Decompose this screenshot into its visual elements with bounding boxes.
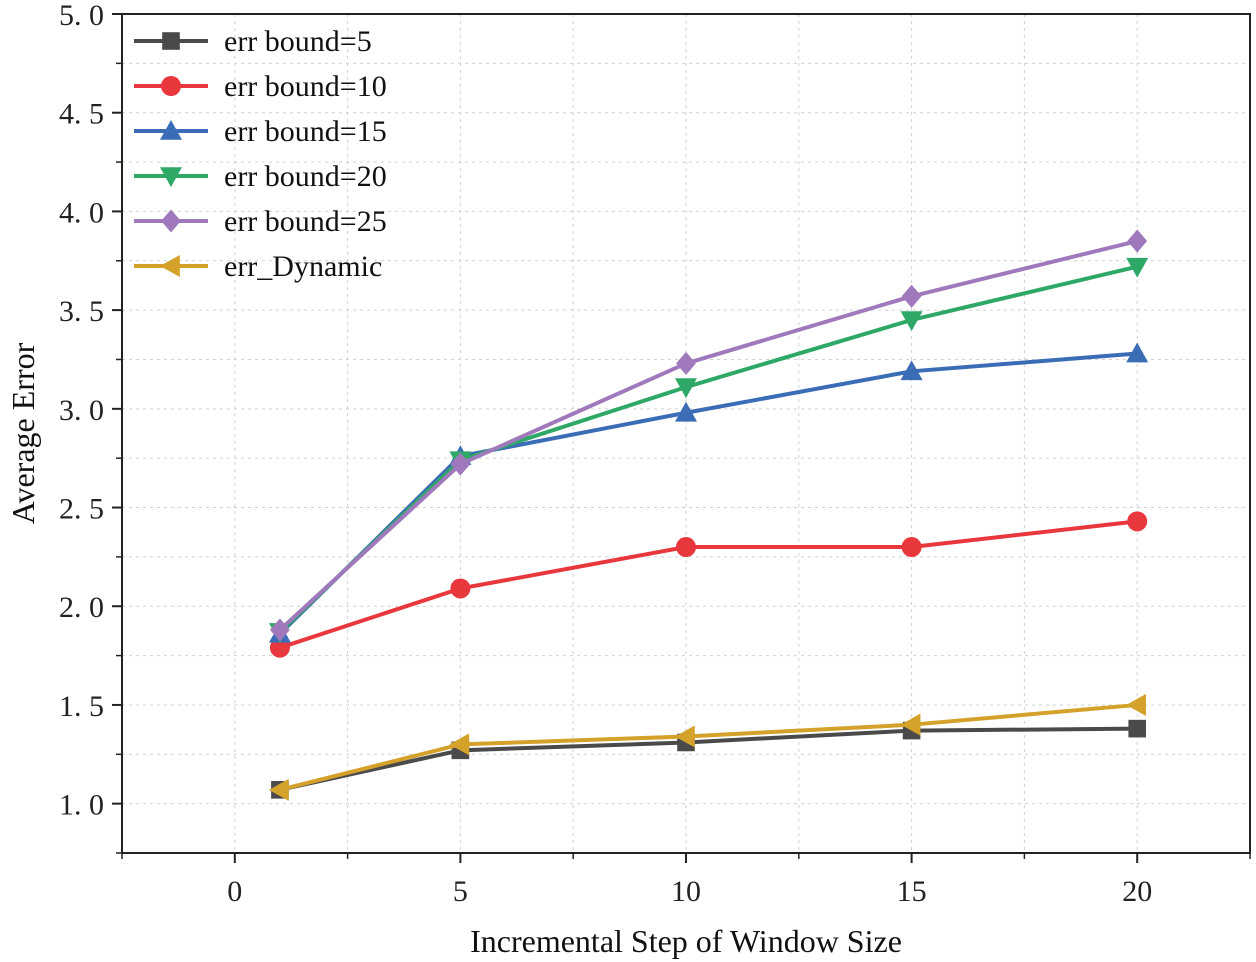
data-point-err-bound-10 — [901, 537, 922, 558]
legend: err bound=5 err bound=10 err bound=15 err b… — [134, 25, 387, 283]
legend-marker — [161, 209, 181, 233]
data-point-err-bound-15 — [675, 401, 697, 422]
legend-label: err bound=10 — [224, 70, 387, 103]
axes: 0 5 10 15 20 1. 0 1. 5 2. 0 2. 5 3. 0 3. 5 4. 0 4. 5… — [59, 0, 1251, 908]
y-tick-label: 2. 5 — [59, 493, 104, 526]
data-point-err-bound-15 — [900, 360, 923, 381]
y-tick-label: 3. 0 — [59, 394, 104, 427]
y-tick-label: 2. 0 — [59, 591, 104, 624]
series-line-err-bound-25 — [278, 239, 1138, 632]
y-tick-label: 1. 0 — [59, 789, 104, 822]
series-line-err-bound-15 — [278, 351, 1138, 636]
legend-label: err bound=5 — [224, 25, 372, 58]
x-tick-label: 0 — [227, 875, 242, 908]
x-tick-label: 20 — [1122, 875, 1152, 908]
legend-label: err bound=15 — [224, 115, 387, 148]
data-point-err-bound-10 — [450, 578, 471, 599]
y-tick-label: 1. 5 — [59, 690, 104, 723]
series-line-err-bound-10 — [279, 519, 1138, 650]
series-err-bound-20 — [268, 257, 1149, 643]
data-point-err-dynamic — [675, 725, 695, 748]
data-point-err-bound-20 — [900, 311, 923, 331]
legend-item-err-bound-5: err bound=5 — [134, 25, 372, 58]
data-point-err-bound-25 — [450, 452, 471, 476]
series-line-err-bound-20 — [278, 264, 1138, 634]
data-point-err-dynamic — [900, 713, 921, 736]
legend-item-err-bound-25: err bound=25 — [134, 205, 387, 238]
data-point-err-bound-25 — [1127, 229, 1148, 253]
x-tick-label: 10 — [671, 875, 701, 908]
data-point-err-dynamic — [1126, 693, 1146, 716]
data-point-err-bound-25 — [676, 351, 696, 375]
legend-marker — [160, 120, 182, 140]
data-point-err-dynamic — [449, 733, 470, 756]
legend-item-err-dynamic: err_Dynamic — [134, 250, 382, 283]
data-point-err-bound-25 — [270, 618, 290, 642]
series-err-dynamic — [268, 693, 1146, 801]
y-tick-label: 3. 5 — [59, 295, 104, 328]
legend-item-err-bound-15: err bound=15 — [134, 115, 387, 148]
x-tick-label: 15 — [897, 875, 927, 908]
series-err-bound-25 — [270, 229, 1148, 642]
series-err-bound-15 — [268, 342, 1149, 643]
legend-marker — [161, 76, 181, 96]
y-axis-title: Average Error — [5, 342, 41, 524]
data-point-err-bound-10 — [1127, 511, 1148, 532]
y-tick-label: 4. 5 — [59, 98, 104, 131]
legend-label: err bound=20 — [224, 160, 387, 193]
data-point-err-bound-10 — [676, 537, 696, 558]
legend-marker — [160, 167, 182, 187]
legend-marker — [160, 255, 180, 277]
legend-marker — [162, 32, 180, 50]
series-line-err-dynamic — [279, 702, 1138, 792]
data-point-err-bound-25 — [901, 284, 922, 308]
legend-label: err bound=25 — [224, 205, 387, 238]
data-point-err-bound-5 — [1128, 719, 1146, 738]
y-tick-label: 5. 0 — [59, 0, 104, 32]
series-err-bound-10 — [269, 511, 1148, 658]
legend-item-err-bound-20: err bound=20 — [134, 160, 387, 193]
data-point-err-bound-10 — [269, 637, 290, 658]
data-point-err-bound-20 — [675, 378, 697, 399]
data-point-err-dynamic — [268, 778, 289, 801]
x-tick-label: 5 — [453, 875, 468, 908]
series-group — [268, 229, 1149, 801]
legend-item-err-bound-10: err bound=10 — [134, 70, 387, 103]
data-point-err-bound-20 — [1126, 257, 1149, 278]
data-point-err-bound-15 — [1126, 342, 1149, 363]
y-tick-label: 4. 0 — [59, 196, 104, 229]
x-axis-title: Incremental Step of Window Size — [470, 923, 902, 959]
legend-label: err_Dynamic — [224, 250, 382, 283]
